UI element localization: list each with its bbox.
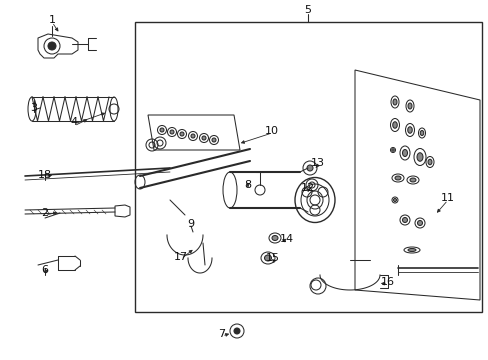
Text: 7: 7 (218, 329, 225, 339)
Circle shape (212, 138, 216, 142)
Ellipse shape (407, 248, 415, 252)
Ellipse shape (416, 153, 422, 161)
Text: 15: 15 (265, 253, 280, 263)
Ellipse shape (392, 122, 396, 128)
Text: 17: 17 (174, 252, 188, 262)
Text: 5: 5 (304, 5, 311, 15)
Circle shape (191, 134, 195, 138)
Circle shape (170, 130, 174, 134)
Ellipse shape (407, 103, 411, 109)
Text: 18: 18 (38, 170, 52, 180)
Ellipse shape (392, 99, 396, 105)
Text: 2: 2 (41, 208, 48, 218)
Ellipse shape (271, 235, 278, 240)
Ellipse shape (393, 198, 396, 202)
Text: 4: 4 (70, 117, 78, 127)
Text: 6: 6 (41, 265, 48, 275)
Text: 16: 16 (380, 277, 394, 287)
Ellipse shape (407, 127, 411, 133)
Ellipse shape (419, 131, 423, 135)
Circle shape (160, 128, 163, 132)
Ellipse shape (427, 159, 431, 165)
Ellipse shape (394, 176, 400, 180)
Ellipse shape (391, 149, 393, 151)
Text: 8: 8 (244, 180, 251, 190)
Text: 14: 14 (279, 234, 293, 244)
Text: 10: 10 (264, 126, 279, 136)
Text: 11: 11 (440, 193, 454, 203)
Circle shape (306, 165, 312, 171)
Bar (135, 22, 481, 312)
Text: 13: 13 (310, 158, 325, 168)
Circle shape (48, 42, 56, 50)
Circle shape (202, 136, 205, 140)
Text: 12: 12 (300, 183, 314, 193)
Ellipse shape (409, 178, 415, 182)
Circle shape (180, 132, 183, 136)
Circle shape (234, 328, 240, 334)
Ellipse shape (402, 149, 407, 157)
Ellipse shape (402, 217, 407, 222)
Text: 1: 1 (48, 15, 55, 25)
Text: 9: 9 (187, 219, 194, 229)
Ellipse shape (417, 220, 422, 225)
Ellipse shape (264, 255, 271, 261)
Text: 3: 3 (30, 103, 38, 113)
